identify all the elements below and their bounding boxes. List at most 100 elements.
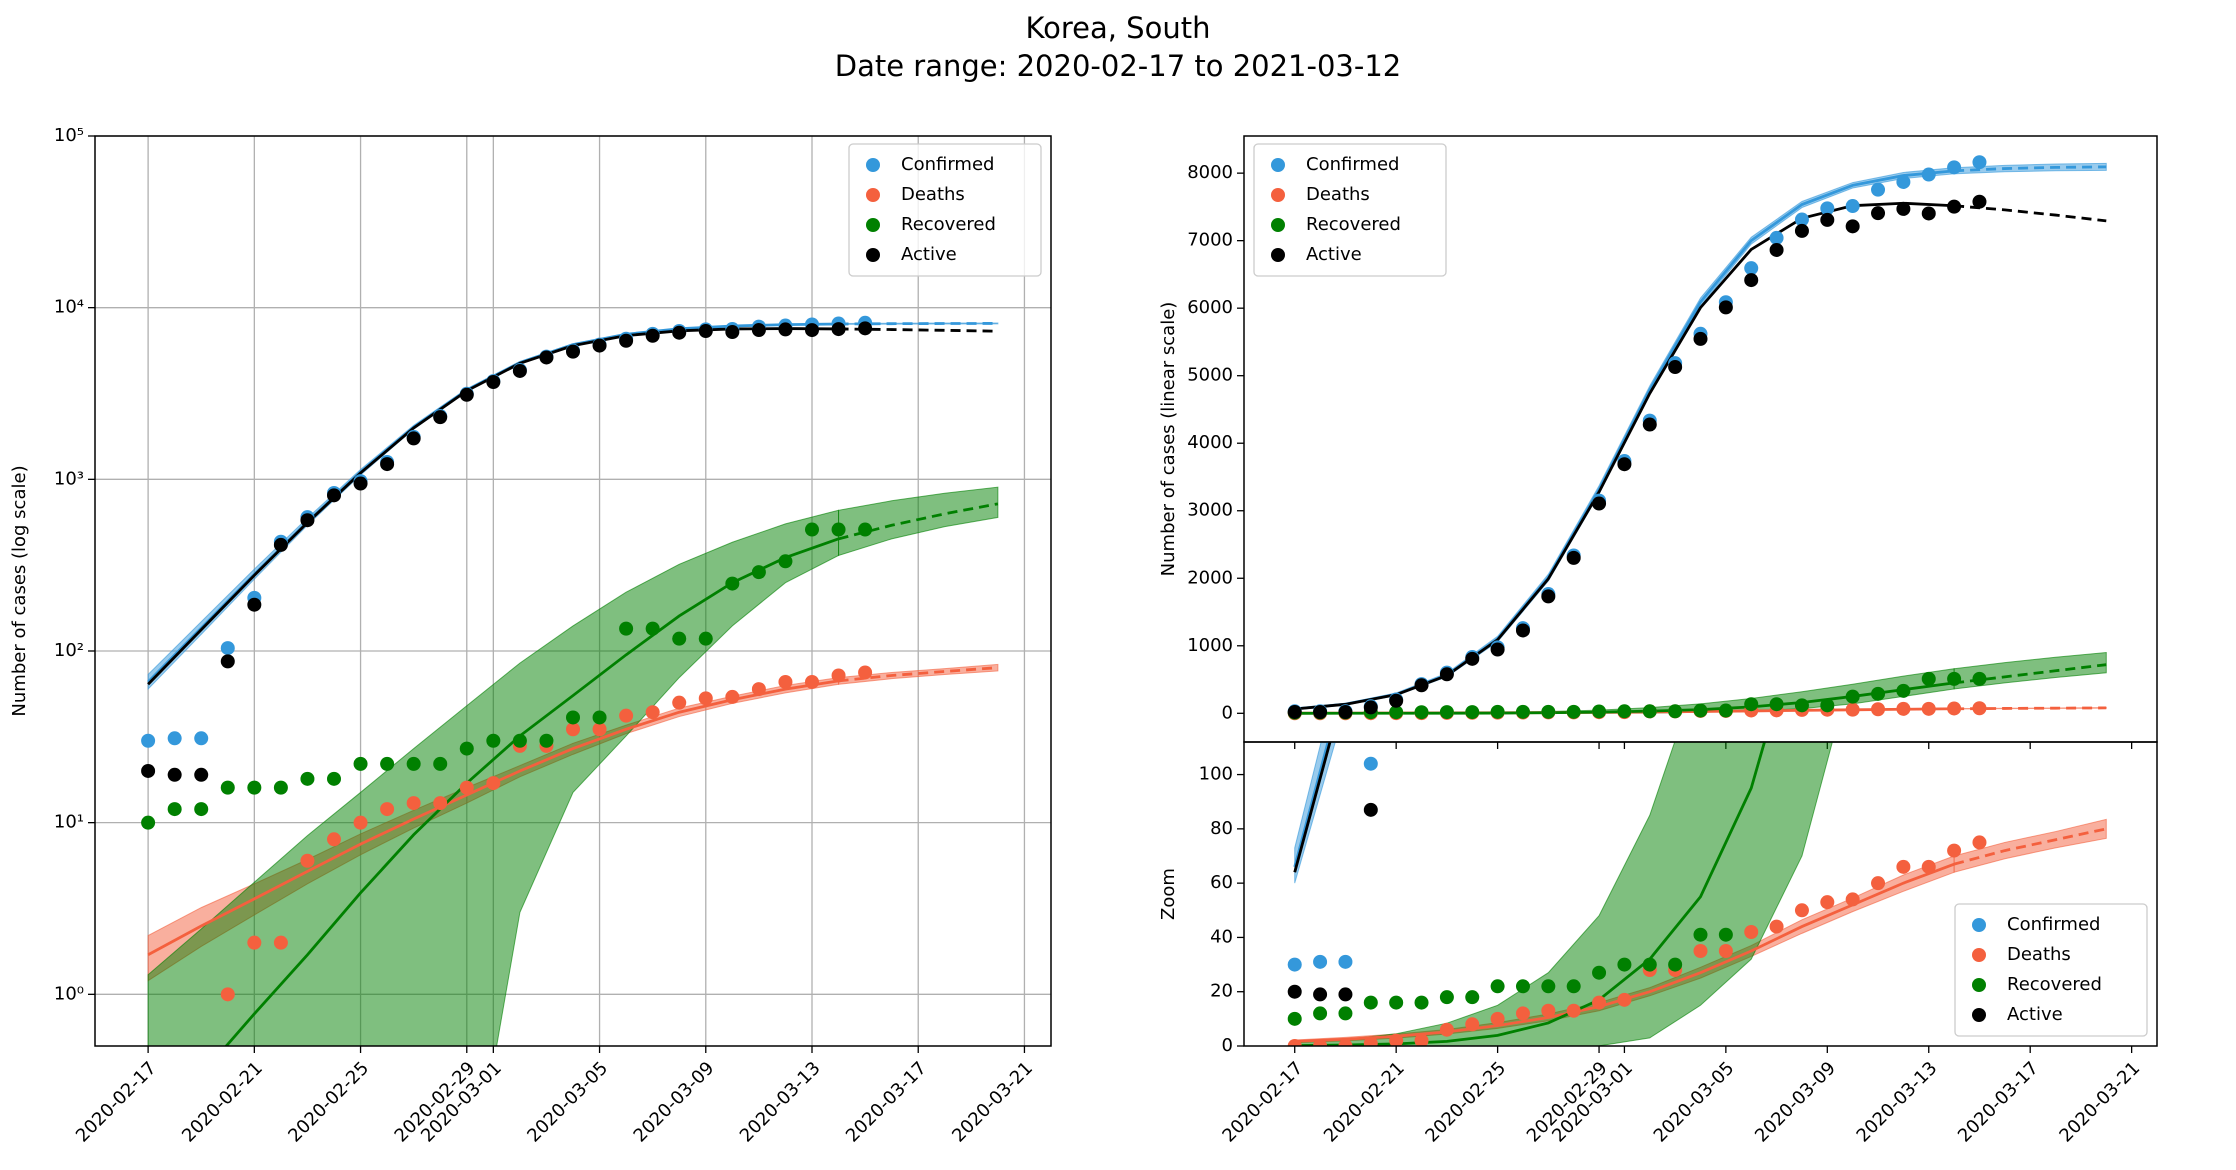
data-point <box>778 554 793 569</box>
data-point <box>1718 944 1733 958</box>
y-axis-label: Zoom <box>1158 868 1179 920</box>
data-point <box>141 763 156 778</box>
legend-label: Deaths <box>1306 184 1370 205</box>
data-point <box>805 323 819 338</box>
data-point <box>1287 1039 1302 1046</box>
confidence-band <box>838 486 999 557</box>
data-point <box>1389 705 1404 720</box>
data-point <box>300 853 315 868</box>
data-point <box>380 457 395 472</box>
data-point <box>1668 360 1683 375</box>
data-point <box>1871 182 1886 197</box>
data-point <box>1871 702 1886 717</box>
data-point <box>778 322 793 337</box>
data-point <box>459 387 474 402</box>
confidence-band <box>1294 742 1336 884</box>
data-point <box>1592 965 1607 980</box>
data-point <box>327 488 341 503</box>
data-point <box>805 522 819 537</box>
data-point <box>1541 589 1556 604</box>
panel: 0 1000 2000 3000 4000 5000 6000 7000 8000 Number … <box>1158 135 2158 749</box>
data-point <box>247 935 262 950</box>
data-point <box>353 756 368 771</box>
data-point <box>247 780 262 795</box>
data-point <box>1363 700 1378 715</box>
data-point <box>539 733 554 748</box>
data-point <box>1592 496 1607 511</box>
confidence-band <box>1953 818 2107 873</box>
data-point <box>167 802 182 817</box>
fit-line <box>1294 201 1955 711</box>
data-point <box>1414 1033 1429 1046</box>
data-point <box>1490 704 1505 719</box>
data-point <box>1389 693 1404 708</box>
data-point <box>433 410 448 425</box>
data-point <box>1896 701 1911 716</box>
y-tick-label: 100 <box>1199 764 1233 785</box>
confidence-band <box>1953 651 2107 690</box>
y-tick-label: 4000 <box>1187 432 1233 453</box>
data-point <box>273 780 288 795</box>
y-tick-label: 10¹ <box>54 812 84 833</box>
data-point <box>1947 160 1962 175</box>
data-point <box>1515 1006 1530 1021</box>
y-tick-label: 3000 <box>1187 500 1233 521</box>
data-point <box>672 695 687 710</box>
data-point <box>220 780 235 795</box>
data-point <box>1490 1011 1505 1026</box>
data-point <box>1465 1017 1480 1032</box>
data-point <box>1794 903 1809 918</box>
data-point <box>1693 331 1708 346</box>
data-point <box>592 338 607 353</box>
data-point <box>1693 944 1708 958</box>
data-point <box>1947 701 1962 716</box>
legend-label: Active <box>901 244 957 265</box>
data-point <box>1693 927 1708 942</box>
data-point <box>167 767 182 782</box>
legend-label: Active <box>1306 244 1362 265</box>
data-point <box>1845 689 1860 704</box>
plot-area <box>1287 155 2107 721</box>
y-tick-label: 0 <box>1222 1035 1233 1056</box>
legend-marker <box>1972 1008 1986 1022</box>
data-point <box>1668 957 1683 972</box>
data-point <box>512 733 527 748</box>
data-point <box>645 328 660 343</box>
data-point <box>1871 206 1886 221</box>
data-point <box>220 641 235 656</box>
forecast-line <box>838 322 998 326</box>
data-point <box>1845 892 1860 907</box>
data-point <box>1287 704 1302 719</box>
legend: Confirmed Deaths Recovered Active <box>1954 903 2148 1037</box>
legend-marker <box>1271 248 1285 262</box>
data-point <box>698 691 713 706</box>
data-point <box>1642 957 1657 972</box>
data-point <box>1718 300 1733 315</box>
axes-frame <box>1243 741 2158 1047</box>
data-point <box>194 767 209 782</box>
legend-marker <box>1271 218 1285 232</box>
data-point <box>1921 671 1936 686</box>
data-point <box>220 654 235 669</box>
data-point <box>1769 919 1784 934</box>
data-point <box>1896 859 1911 874</box>
data-point <box>247 597 262 612</box>
data-point <box>1769 242 1784 257</box>
data-point <box>1414 995 1429 1010</box>
data-point <box>327 832 341 847</box>
data-point <box>1490 642 1505 657</box>
data-point <box>1414 705 1429 720</box>
data-point <box>353 476 368 491</box>
data-point <box>645 621 660 636</box>
data-point <box>1744 697 1759 712</box>
data-point <box>1769 230 1784 245</box>
legend-marker <box>866 188 880 202</box>
data-point <box>1972 155 1987 170</box>
data-point <box>1313 1039 1328 1046</box>
data-point <box>1363 756 1378 771</box>
legend-marker <box>1972 948 1986 962</box>
data-point <box>486 733 501 748</box>
data-point <box>672 325 687 340</box>
